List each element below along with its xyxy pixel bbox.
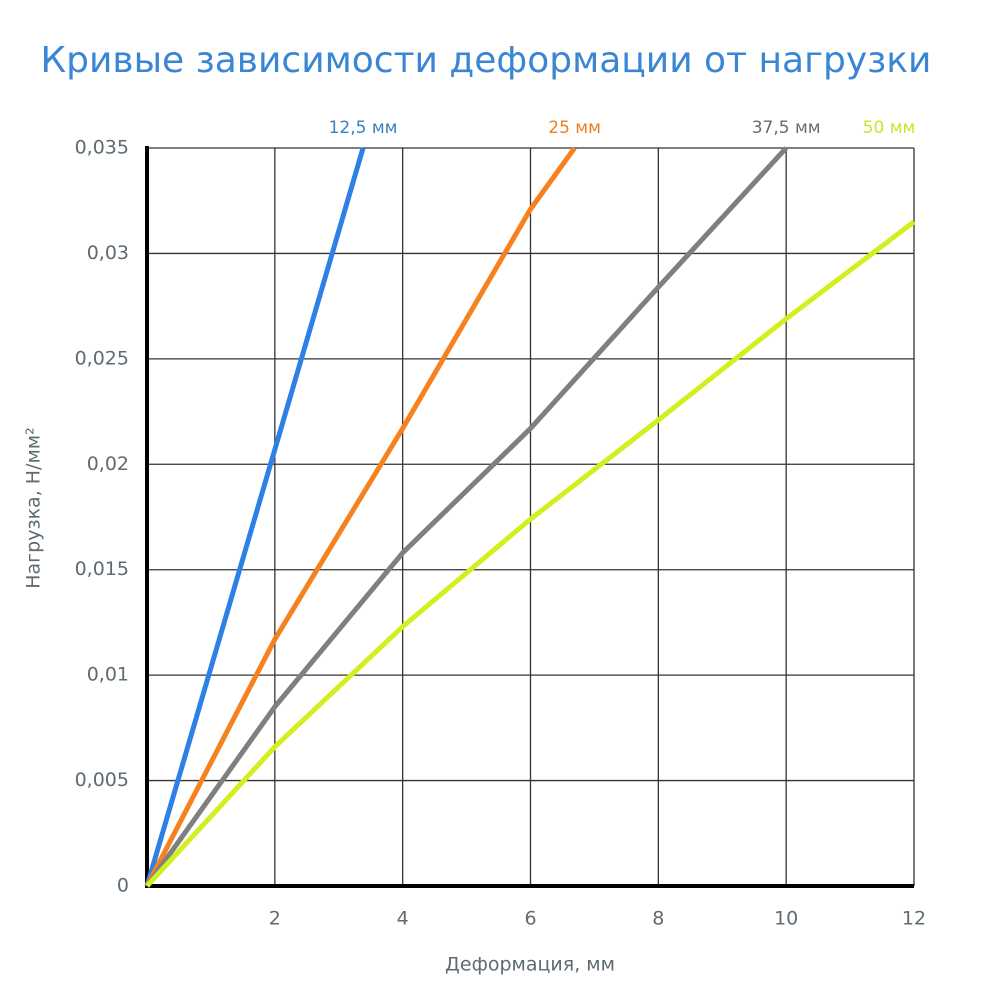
- y-tick-label: 0,035: [75, 137, 129, 159]
- x-tick-label: 2: [269, 908, 281, 930]
- x-tick-label: 6: [524, 908, 536, 930]
- legend-label: 37,5 мм: [752, 118, 821, 138]
- x-tick-label: 8: [652, 908, 664, 930]
- series-line: [145, 219, 916, 888]
- series-line: [144, 146, 789, 888]
- y-tick-label: 0,02: [87, 453, 129, 475]
- chart-title: Кривые зависимости деформации от нагрузк…: [41, 40, 932, 81]
- y-tick-label: 0,03: [87, 242, 129, 264]
- x-tick-label: 10: [774, 908, 798, 930]
- legend-label: 12,5 мм: [329, 118, 398, 138]
- x-axis-title: Деформация, мм: [445, 954, 615, 976]
- y-tick-label: 0,025: [75, 347, 129, 369]
- y-tick-label: 0,015: [75, 558, 129, 580]
- legend-label: 50 мм: [863, 118, 916, 138]
- y-tick-label: 0,005: [75, 769, 129, 791]
- y-tick-label: 0,01: [87, 664, 129, 686]
- y-axis-title: Нагрузка, Н/мм²: [23, 427, 45, 589]
- x-tick-label: 12: [902, 908, 926, 930]
- series-line: [144, 147, 366, 887]
- y-tick-label: 0: [117, 875, 129, 897]
- x-tick-label: 4: [397, 908, 409, 930]
- legend-label: 25 мм: [548, 118, 601, 138]
- series-line: [144, 146, 577, 888]
